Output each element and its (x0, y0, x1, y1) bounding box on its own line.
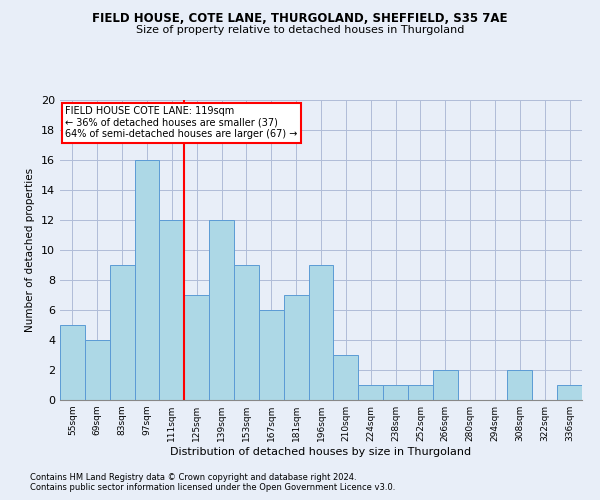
Bar (85, 340, 110, 400)
Text: FIELD HOUSE, COTE LANE, THURGOLAND, SHEFFIELD, S35 7AE: FIELD HOUSE, COTE LANE, THURGOLAND, SHEF… (92, 12, 508, 26)
Text: Contains HM Land Registry data © Crown copyright and database right 2024.: Contains HM Land Registry data © Crown c… (30, 474, 356, 482)
Text: FIELD HOUSE COTE LANE: 119sqm
← 36% of detached houses are smaller (37)
64% of s: FIELD HOUSE COTE LANE: 119sqm ← 36% of d… (65, 106, 298, 139)
Bar (234, 265, 259, 400)
Bar (358, 385, 383, 400)
Text: Size of property relative to detached houses in Thurgoland: Size of property relative to detached ho… (136, 25, 464, 35)
Bar (284, 295, 308, 400)
Bar (110, 265, 134, 400)
Bar (259, 310, 284, 400)
Bar (433, 370, 458, 400)
Bar (408, 385, 433, 400)
Bar (184, 295, 209, 400)
Bar (557, 385, 582, 400)
Bar (508, 370, 532, 400)
Bar (209, 220, 234, 400)
Text: Contains public sector information licensed under the Open Government Licence v3: Contains public sector information licen… (30, 484, 395, 492)
Bar (60, 325, 85, 400)
Bar (334, 355, 358, 400)
X-axis label: Distribution of detached houses by size in Thurgoland: Distribution of detached houses by size … (170, 447, 472, 457)
Y-axis label: Number of detached properties: Number of detached properties (25, 168, 35, 332)
Bar (160, 220, 184, 400)
Bar (383, 385, 408, 400)
Bar (308, 265, 334, 400)
Bar (134, 160, 160, 400)
